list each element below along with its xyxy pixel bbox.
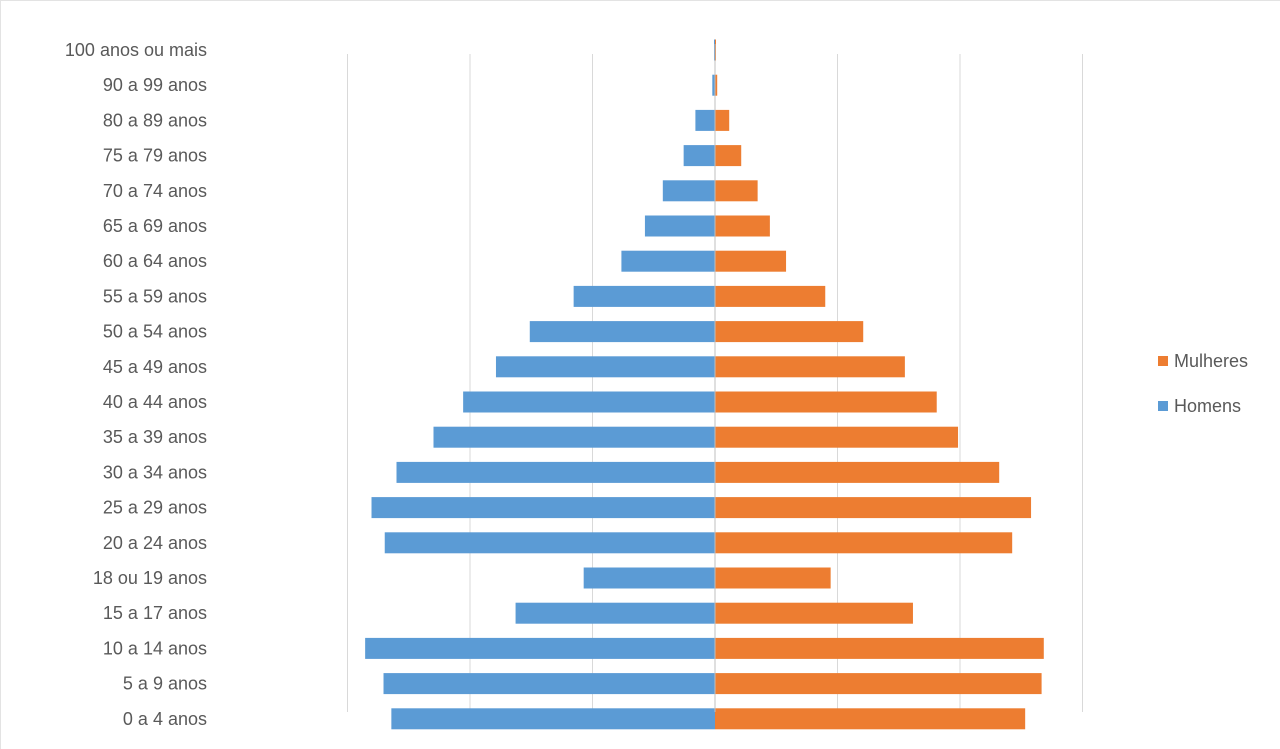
category-label: 0 a 4 anos — [123, 709, 207, 729]
bar-mulheres-4 — [715, 180, 758, 202]
gridlines — [347, 54, 1083, 712]
bar-mulheres-2 — [715, 109, 730, 131]
bar-mulheres-9 — [715, 356, 905, 378]
bar-homens-1 — [712, 74, 715, 96]
category-label: 60 a 64 anos — [103, 251, 207, 271]
bar-mulheres-12 — [715, 461, 1000, 483]
bar-homens-15 — [583, 567, 715, 589]
category-label: 55 a 59 anos — [103, 286, 207, 306]
bar-mulheres-15 — [715, 567, 831, 589]
legend: Mulheres Homens — [1158, 351, 1248, 416]
bar-mulheres-17 — [715, 637, 1044, 659]
category-label: 75 a 79 anos — [103, 146, 207, 166]
category-label: 15 a 17 anos — [103, 603, 207, 623]
bar-mulheres-3 — [715, 145, 742, 167]
category-label: 50 a 54 anos — [103, 322, 207, 342]
bar-homens-2 — [695, 109, 715, 131]
bar-mulheres-19 — [715, 708, 1026, 730]
category-label: 18 ou 19 anos — [93, 568, 207, 588]
category-label: 65 a 69 anos — [103, 216, 207, 236]
category-label: 80 a 89 anos — [103, 110, 207, 130]
bar-mulheres-7 — [715, 285, 826, 307]
category-label: 45 a 49 anos — [103, 357, 207, 377]
bar-homens-9 — [495, 356, 715, 378]
category-label: 90 a 99 anos — [103, 75, 207, 95]
bar-homens-3 — [683, 145, 715, 167]
bar-homens-4 — [662, 180, 715, 202]
bar-mulheres-10 — [715, 391, 937, 413]
bar-mulheres-5 — [715, 215, 770, 237]
bar-homens-10 — [463, 391, 715, 413]
category-label: 5 a 9 anos — [123, 674, 207, 694]
legend-label-homens: Homens — [1174, 396, 1241, 416]
bar-mulheres-18 — [715, 673, 1042, 695]
legend-label-mulheres: Mulheres — [1174, 351, 1248, 371]
bar-homens-17 — [365, 637, 715, 659]
category-label: 70 a 74 anos — [103, 181, 207, 201]
bar-homens-6 — [621, 250, 715, 272]
legend-swatch-homens — [1158, 401, 1168, 411]
bar-homens-12 — [396, 461, 715, 483]
bar-homens-16 — [515, 602, 715, 624]
bar-mulheres-14 — [715, 532, 1013, 554]
bar-mulheres-8 — [715, 321, 864, 343]
category-label: 30 a 34 anos — [103, 462, 207, 482]
bar-mulheres-6 — [715, 250, 787, 272]
category-label: 20 a 24 anos — [103, 533, 207, 553]
bars — [365, 39, 1044, 730]
category-label: 10 a 14 anos — [103, 638, 207, 658]
bar-mulheres-16 — [715, 602, 913, 624]
category-label: 35 a 39 anos — [103, 427, 207, 447]
category-label: 25 a 29 anos — [103, 498, 207, 518]
legend-swatch-mulheres — [1158, 356, 1168, 366]
category-label: 40 a 44 anos — [103, 392, 207, 412]
bar-homens-13 — [371, 497, 715, 519]
bar-homens-18 — [383, 673, 715, 695]
bar-homens-7 — [573, 285, 715, 307]
bar-mulheres-11 — [715, 426, 959, 448]
bar-mulheres-13 — [715, 497, 1032, 519]
bar-homens-5 — [644, 215, 715, 237]
bar-homens-8 — [529, 321, 715, 343]
category-labels: 100 anos ou mais 90 a 99 anos 80 a 89 anos… — [65, 40, 207, 729]
bar-homens-11 — [433, 426, 715, 448]
bar-homens-19 — [391, 708, 715, 730]
bar-homens-14 — [384, 532, 715, 554]
category-label: 100 anos ou mais — [65, 40, 207, 60]
bar-mulheres-1 — [715, 74, 718, 96]
